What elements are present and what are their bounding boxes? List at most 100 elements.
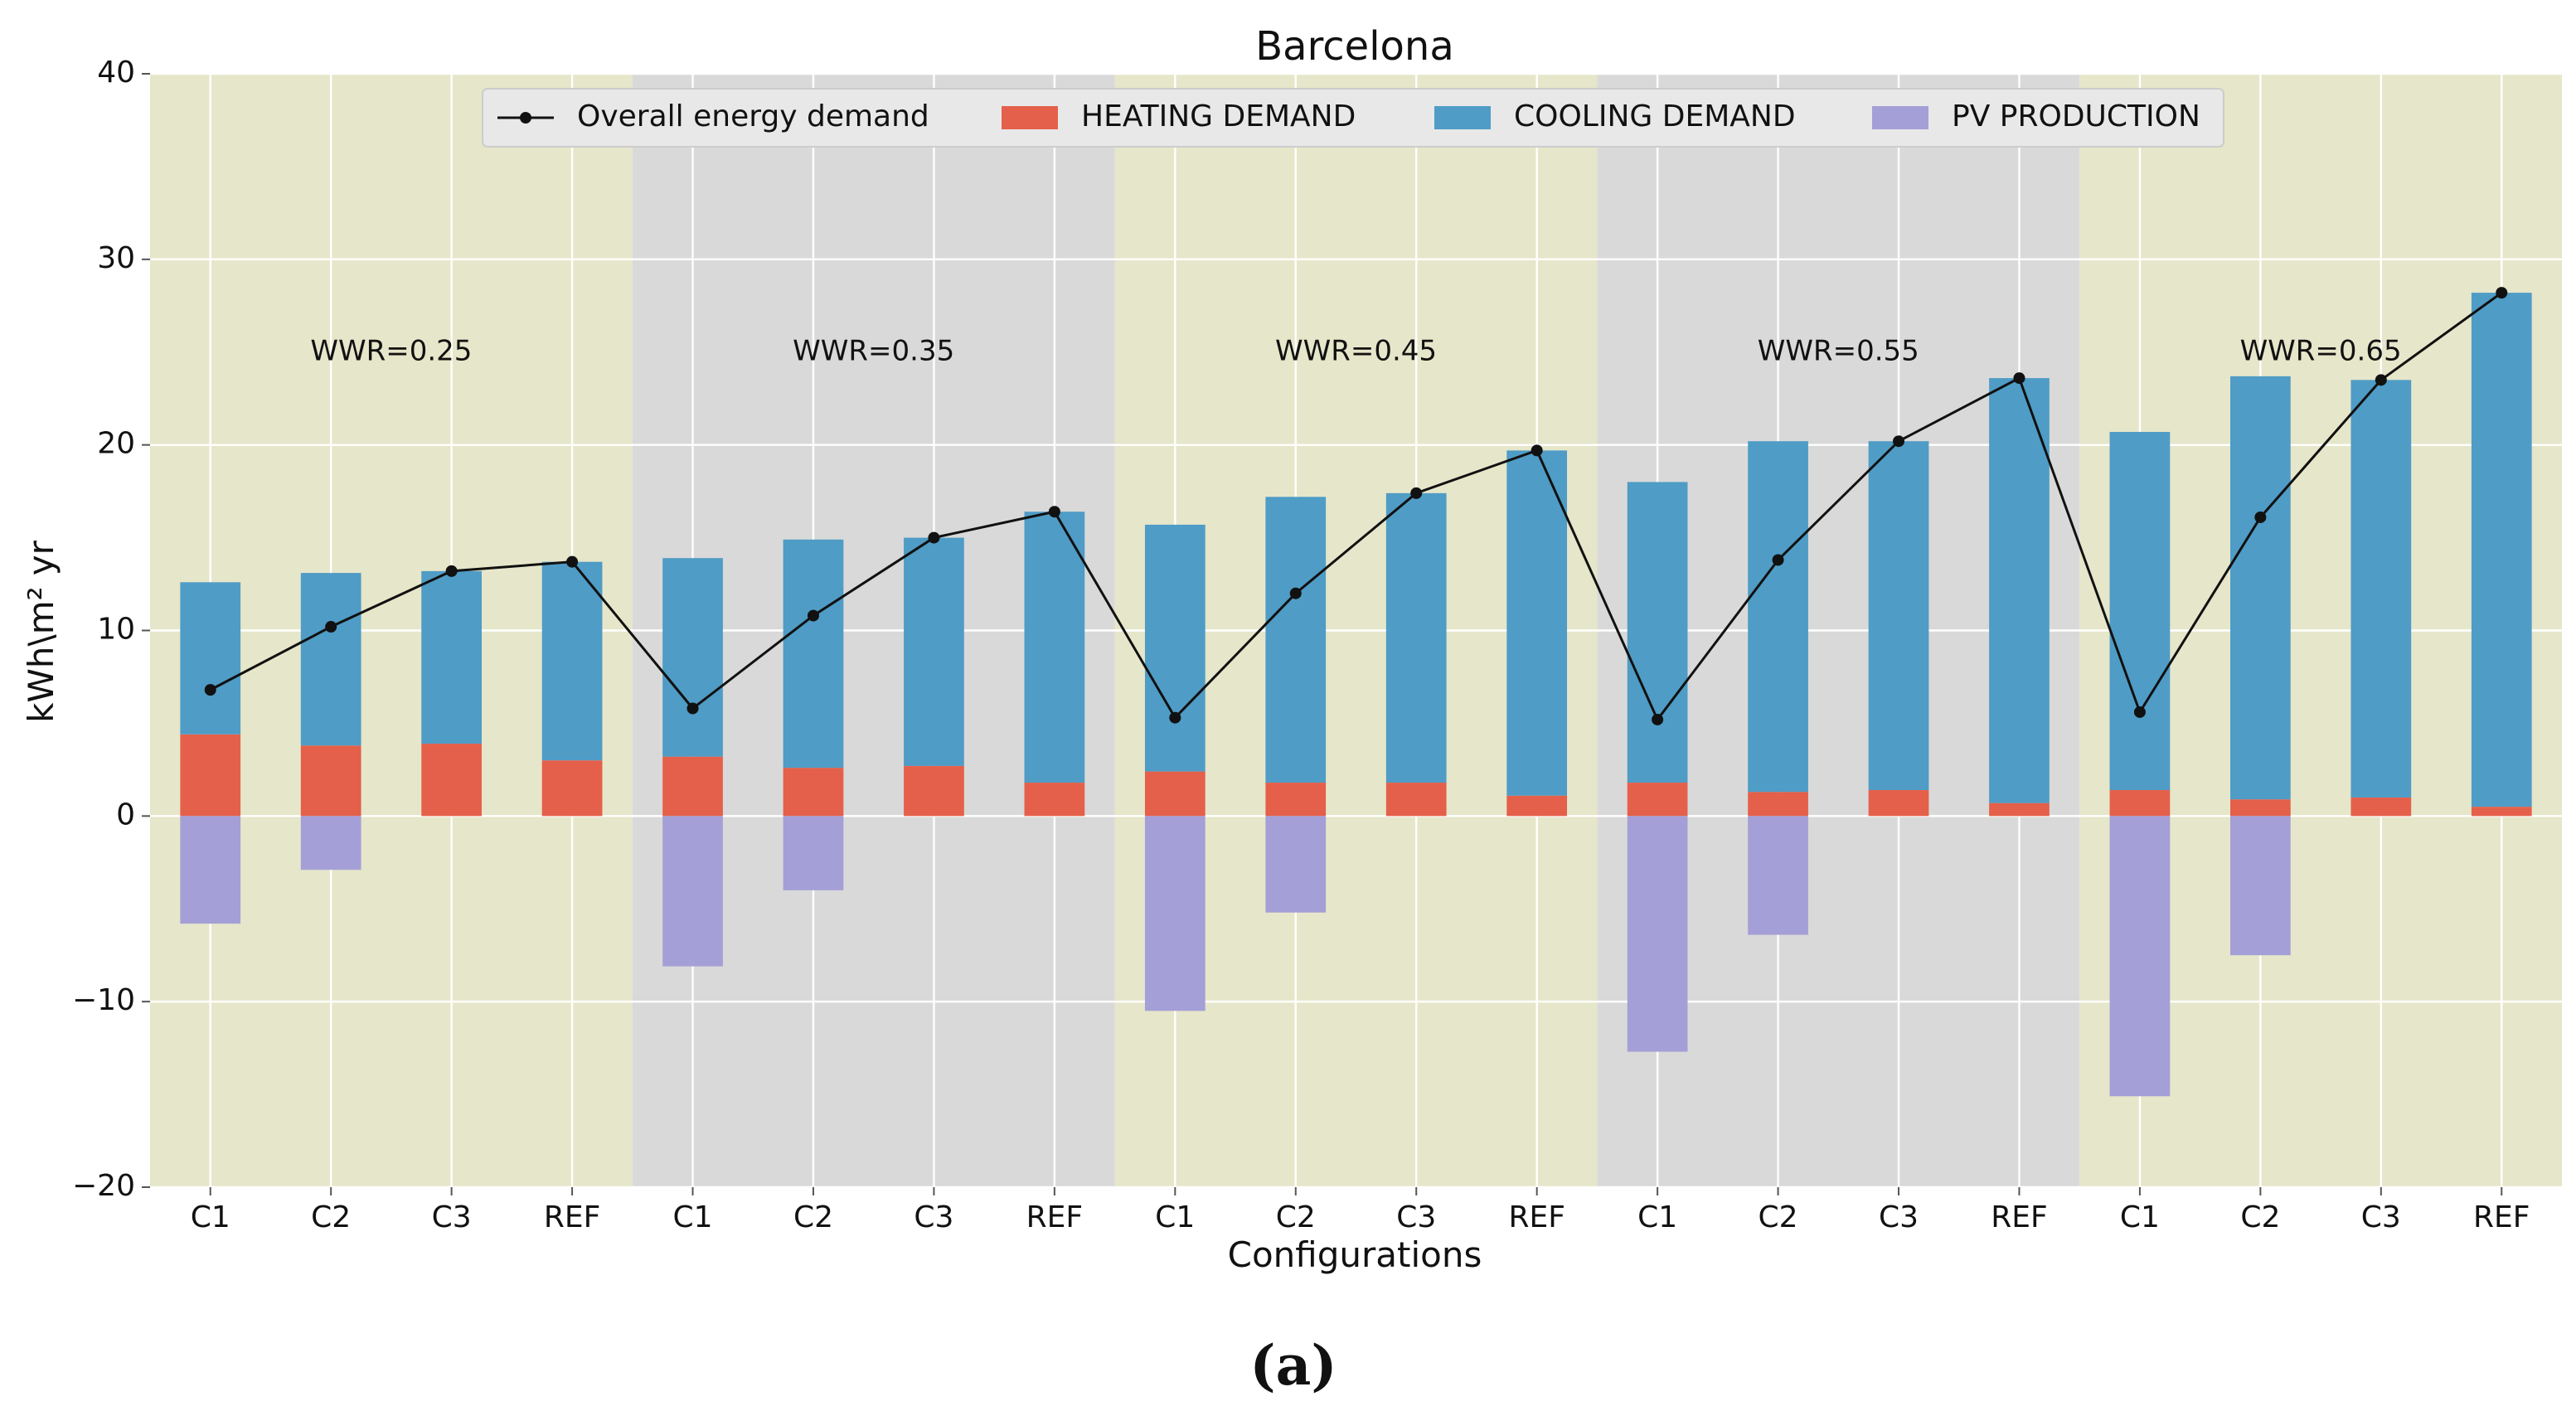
overall-demand-point — [2496, 287, 2508, 299]
x-tick-label: C3 — [1396, 1200, 1436, 1234]
cooling-bar — [541, 561, 603, 761]
x-tick-label: C1 — [1637, 1200, 1677, 1234]
heating-bar — [904, 765, 964, 817]
group-label-wwr-0-35: WWR=0.35 — [793, 334, 954, 367]
cooling-bar — [1024, 512, 1085, 783]
y-tick-label: 10 — [97, 613, 135, 647]
heating-bar — [1868, 789, 1929, 817]
overall-demand-point — [1410, 487, 1423, 499]
legend-swatch-pv-production — [1872, 106, 1928, 129]
heating-bar — [541, 760, 603, 817]
x-tick-label: C2 — [2240, 1200, 2280, 1234]
cooling-bar — [300, 573, 361, 746]
cooling-bar — [421, 570, 482, 744]
legend-swatch-cooling-demand — [1434, 106, 1491, 129]
heating-bar — [1265, 783, 1327, 817]
x-tick-label: REF — [1026, 1200, 1083, 1234]
overall-demand-point — [1652, 713, 1664, 725]
x-tick-label: C1 — [2120, 1200, 2160, 1234]
legend-label-heating-demand: HEATING DEMAND — [1081, 99, 1356, 133]
pv-bar — [1265, 816, 1327, 913]
heating-bar — [1627, 783, 1688, 817]
pv-bar — [783, 816, 844, 890]
heating-bar — [1144, 771, 1206, 817]
cooling-bar — [783, 539, 844, 769]
overall-demand-series — [204, 287, 2508, 725]
cooling-bar — [2230, 376, 2291, 800]
x-tick-label: REF — [544, 1200, 600, 1234]
pv-bar — [2230, 816, 2291, 956]
heating-bar — [2109, 789, 2171, 817]
stacked-bars — [180, 293, 2532, 1097]
cooling-bar — [1506, 450, 1568, 796]
heating-bar — [2350, 797, 2412, 817]
overall-demand-point — [204, 684, 216, 696]
legend-box — [482, 88, 2224, 148]
cooling-bar — [180, 582, 241, 735]
overall-demand-point — [2254, 511, 2267, 523]
heating-bar — [1385, 783, 1447, 817]
pv-bar — [2109, 816, 2171, 1097]
overall-demand-point — [325, 621, 337, 633]
cooling-bar — [1144, 524, 1206, 772]
y-tick-label: 0 — [116, 798, 135, 832]
cooling-bar — [662, 558, 723, 757]
x-tick-label: C1 — [673, 1200, 713, 1234]
legend-label-pv-production: PV PRODUCTION — [1952, 99, 2200, 133]
cooling-bar — [1385, 492, 1447, 783]
cooling-bar — [1627, 482, 1688, 783]
x-tick-label: C3 — [914, 1200, 953, 1234]
cooling-bar — [1265, 497, 1327, 783]
pv-bar — [1627, 816, 1688, 1052]
overall-demand-point — [1893, 435, 1905, 448]
overall-demand-point — [445, 565, 458, 577]
overall-demand-point — [566, 555, 579, 568]
x-tick-label: REF — [1508, 1200, 1565, 1234]
y-tick-label: 30 — [97, 241, 135, 275]
pv-bar — [180, 816, 241, 924]
y-tick-label: 20 — [97, 427, 135, 461]
heating-bar — [1748, 792, 1808, 817]
legend-label-overall-energy-demand: Overall energy demand — [577, 99, 929, 133]
overall-demand-point — [2013, 372, 2025, 385]
figure-caption: (a) — [1249, 1333, 1337, 1398]
heating-bar — [662, 756, 723, 817]
cooling-bar — [2471, 293, 2532, 807]
wwr-group-labels: WWR=0.25 WWR=0.35 WWR=0.45 WWR=0.55 WWR=0.65 — [310, 334, 2401, 367]
axes: 40 30 20 10 0 −10 −20 C1 C2 C3 REF C1 C2 C3 REF C1 C2 C3 R… — [72, 56, 2530, 1234]
legend: Overall energy demand HEATING DEMAND COOLI… — [482, 88, 2224, 148]
overall-demand-point — [2375, 374, 2387, 386]
group-label-wwr-0-65: WWR=0.65 — [2240, 334, 2402, 367]
x-tick-label: C3 — [432, 1200, 472, 1234]
x-tick-label: C3 — [1879, 1200, 1919, 1234]
overall-demand-point — [1289, 587, 1302, 599]
x-tick-label: C3 — [2361, 1200, 2401, 1234]
heating-bar — [2230, 799, 2291, 817]
overall-demand-point — [686, 702, 699, 715]
overall-demand-point — [1772, 554, 1784, 566]
overall-demand-point — [1048, 506, 1060, 518]
cooling-bar — [1989, 378, 2050, 803]
overall-demand-point — [807, 609, 819, 622]
y-tick-label: 40 — [97, 56, 135, 90]
cooling-bar — [904, 537, 964, 766]
cooling-bar — [2350, 380, 2412, 798]
group-label-wwr-0-25: WWR=0.25 — [310, 334, 472, 367]
overall-demand-point — [1169, 711, 1181, 724]
heating-bar — [2471, 807, 2532, 817]
x-tick-label: REF — [2473, 1200, 2530, 1234]
x-tick-label: C1 — [191, 1200, 230, 1234]
legend-label-cooling-demand: COOLING DEMAND — [1514, 99, 1796, 133]
x-tick-label: C2 — [1759, 1200, 1798, 1234]
legend-swatch-marker — [520, 112, 531, 124]
heating-bar — [1024, 783, 1085, 817]
pv-bar — [1144, 816, 1206, 1011]
cooling-bar — [1868, 441, 1929, 790]
group-label-wwr-0-55: WWR=0.55 — [1758, 334, 1919, 367]
cooling-bar — [1748, 441, 1808, 793]
x-tick-label: REF — [1991, 1200, 2047, 1234]
pv-bar — [1748, 816, 1808, 935]
heating-bar — [300, 745, 361, 817]
overall-demand-point — [1531, 444, 1543, 457]
